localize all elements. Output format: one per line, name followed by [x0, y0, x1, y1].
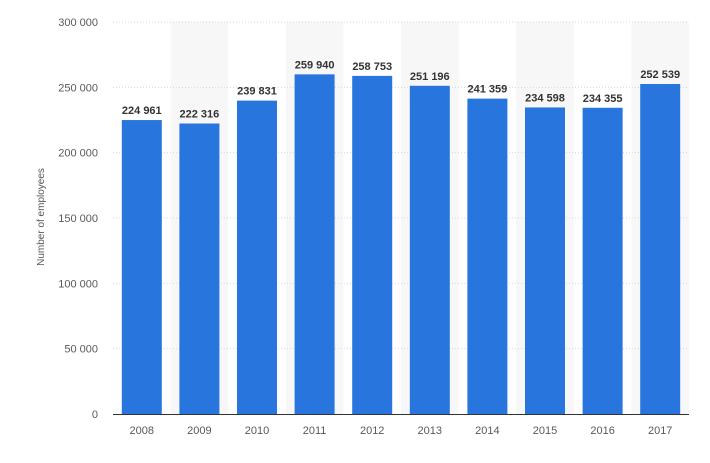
bars — [121, 74, 681, 415]
data-label: 252 539 — [640, 69, 680, 81]
data-label: 251 196 — [410, 71, 450, 83]
x-tick-label: 2009 — [187, 425, 211, 437]
data-label: 259 940 — [295, 59, 335, 71]
bar — [294, 74, 335, 415]
data-label: 234 598 — [525, 92, 565, 104]
y-tick-label: 100 000 — [58, 278, 98, 290]
y-tick-label: 250 000 — [58, 82, 98, 94]
y-tick-label: 50 000 — [64, 344, 98, 356]
y-axis: 0 50 000 100 000 150 000 200 000 250 000 300 0… — [58, 17, 98, 421]
data-label: 258 753 — [352, 61, 392, 73]
data-label: 222 316 — [180, 109, 220, 121]
bar — [121, 120, 162, 414]
y-axis-title: Number of employees — [36, 168, 47, 266]
data-labels: 224 961 222 316 239 831 259 940 258 753 251 1… — [122, 59, 680, 120]
data-label: 234 355 — [583, 93, 623, 105]
x-tick-label: 2014 — [475, 425, 499, 437]
y-tick-label: 300 000 — [58, 17, 98, 29]
bar — [525, 107, 565, 414]
y-tick-label: 150 000 — [58, 213, 98, 225]
x-tick-label: 2008 — [130, 425, 154, 437]
bar — [582, 107, 623, 415]
x-tick-label: 2013 — [418, 425, 442, 437]
x-tick-label: 2011 — [303, 425, 327, 437]
y-tick-label: 0 — [92, 409, 98, 421]
x-tick-label: 2017 — [648, 425, 672, 437]
data-label: 224 961 — [122, 105, 162, 117]
x-tick-label: 2010 — [245, 425, 269, 437]
bar — [467, 98, 508, 414]
bar — [352, 75, 393, 414]
data-label: 239 831 — [237, 86, 277, 98]
y-tick-label: 200 000 — [58, 148, 98, 160]
x-tick-label: 2016 — [590, 425, 614, 437]
x-tick-label: 2012 — [360, 425, 384, 437]
bar — [640, 84, 681, 414]
x-axis: 2008 2009 2010 2011 2012 2013 2014 2015 2016 2017 — [113, 414, 689, 437]
bar — [237, 100, 277, 415]
x-tick-label: 2015 — [533, 425, 557, 437]
data-label: 241 359 — [468, 84, 508, 96]
bar — [409, 85, 450, 414]
bar — [179, 123, 220, 415]
